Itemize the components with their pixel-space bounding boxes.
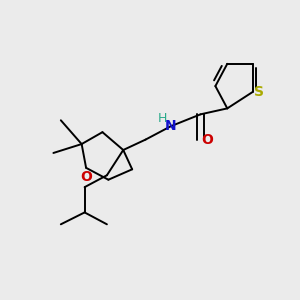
Text: O: O <box>201 133 213 147</box>
Text: O: O <box>80 170 92 184</box>
Text: H: H <box>158 112 167 125</box>
Text: S: S <box>254 85 264 99</box>
Text: N: N <box>165 119 177 133</box>
